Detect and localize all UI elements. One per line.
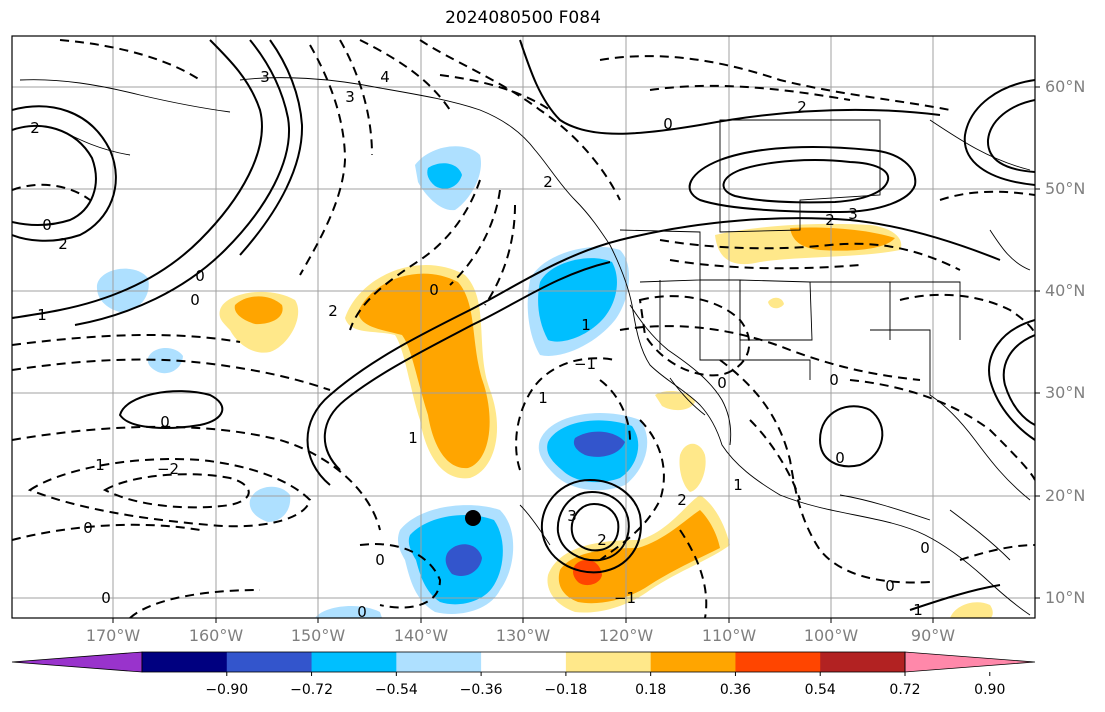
colorbar-segment: [565, 652, 652, 672]
negative-anomaly-area: [538, 258, 617, 342]
lat-ticks: [1035, 86, 1040, 599]
contour-label: 0: [429, 281, 439, 299]
positive-anomaly-area: [790, 227, 895, 251]
location-marker: [465, 510, 481, 526]
contour-label: 2: [597, 531, 607, 549]
colorbar-tick-label: 0.36: [719, 682, 752, 698]
negative-anomaly-area: [427, 163, 462, 189]
colorbar-extend-low: [11, 651, 143, 673]
lon-label: 110°W: [701, 626, 757, 645]
colorbar-tick-label: 0.72: [889, 682, 921, 698]
contour-label: 1: [37, 306, 47, 324]
contour-label: 0: [42, 216, 52, 234]
contour-label: 0: [160, 413, 170, 431]
contour-label: 4: [380, 68, 390, 86]
contour-label: 1: [95, 456, 105, 474]
contour-label: −2: [157, 460, 179, 478]
map-title: 2024080500 F084: [445, 8, 601, 28]
lon-label: 100°W: [803, 626, 859, 645]
colorbar-extend-high: [904, 651, 1036, 673]
colorbar-segment: [820, 652, 906, 672]
colorbar-segment: [481, 652, 567, 672]
lon-label: 130°W: [495, 626, 551, 645]
lon-label: 140°W: [393, 626, 449, 645]
contour-label: 1: [581, 316, 591, 334]
lat-label: 20°N: [1045, 486, 1086, 505]
contour-lines: [12, 39, 1035, 618]
lon-label: 160°W: [188, 626, 244, 645]
negative-anomaly-area: [445, 544, 482, 577]
grid-lines: [12, 36, 1035, 618]
colorbar-tick-label: −0.36: [459, 682, 503, 698]
negative-anomaly-area: [573, 431, 625, 457]
contour-label: 1: [733, 476, 743, 494]
contour-label: 3: [567, 507, 577, 525]
contour-label: 0: [885, 577, 895, 595]
positive-anomaly-area: [234, 296, 283, 325]
contour-label: 2: [825, 211, 835, 229]
colorbar-tick-label: −0.18: [544, 682, 588, 698]
contour-label: 1: [408, 429, 418, 447]
positive-anomaly-area: [655, 390, 695, 411]
lon-label: 150°W: [290, 626, 346, 645]
contour-label: 2: [677, 491, 687, 509]
positive-anomaly-area: [358, 273, 490, 469]
lon-label: 120°W: [598, 626, 654, 645]
contour-label: 0: [357, 603, 367, 621]
lat-label: 60°N: [1045, 77, 1086, 96]
contour-label: 2: [30, 119, 40, 137]
shading-layer: [96, 146, 993, 618]
contour-label: 0: [717, 374, 727, 392]
contour-label: −1: [614, 589, 636, 607]
contour-label: 2: [543, 173, 553, 191]
contour-label: 0: [83, 519, 93, 537]
negative-anomaly-area: [315, 606, 382, 618]
contour-label: −1: [574, 355, 596, 373]
colorbar: [11, 651, 1036, 676]
contour-label: 0: [190, 291, 200, 309]
colorbar-segment: [311, 652, 397, 672]
positive-anomaly-area: [768, 297, 784, 309]
colorbar-segment: [142, 652, 228, 672]
lon-label: 170°W: [85, 626, 141, 645]
colorbar-segment: [650, 652, 736, 672]
contour-label: 0: [920, 539, 930, 557]
lon-ticks: [112, 618, 934, 623]
lat-label: 50°N: [1045, 179, 1086, 198]
contour-label: 0: [835, 449, 845, 467]
contour-label: 0: [101, 589, 111, 607]
contour-label: 3: [345, 88, 355, 106]
colorbar-tick-label: 0.18: [635, 682, 667, 698]
contour-label: 2: [58, 235, 68, 253]
colorbar-tick-label: 0.90: [974, 682, 1006, 698]
contour-label: 1: [538, 389, 548, 407]
colorbar-tick-label: −0.54: [374, 682, 418, 698]
contour-label: 2: [328, 302, 338, 320]
contour-label: 0: [195, 267, 205, 285]
positive-anomaly-area: [679, 443, 706, 492]
lon-label: 90°W: [910, 626, 956, 645]
colorbar-tick-label: −0.72: [290, 682, 333, 698]
colorbar-segment: [396, 652, 482, 672]
lat-label: 10°N: [1045, 588, 1086, 607]
contour-label: 2: [797, 98, 807, 116]
contour-label: 0: [663, 115, 673, 133]
positive-anomaly-area: [950, 602, 993, 618]
lat-label: 40°N: [1045, 281, 1086, 300]
colorbar-frame: [141, 651, 906, 673]
contour-label: 1: [913, 601, 923, 619]
contour-label: 0: [829, 371, 839, 389]
colorbar-segment: [226, 652, 313, 672]
lat-label: 30°N: [1045, 383, 1086, 402]
colorbar-tick-label: 0.54: [804, 682, 836, 698]
contour-label: 3: [848, 205, 858, 223]
contour-label: 0: [375, 551, 385, 569]
contour-label: 3: [260, 68, 270, 86]
colorbar-segment: [735, 652, 821, 672]
colorbar-tick-label: −0.90: [205, 682, 249, 698]
